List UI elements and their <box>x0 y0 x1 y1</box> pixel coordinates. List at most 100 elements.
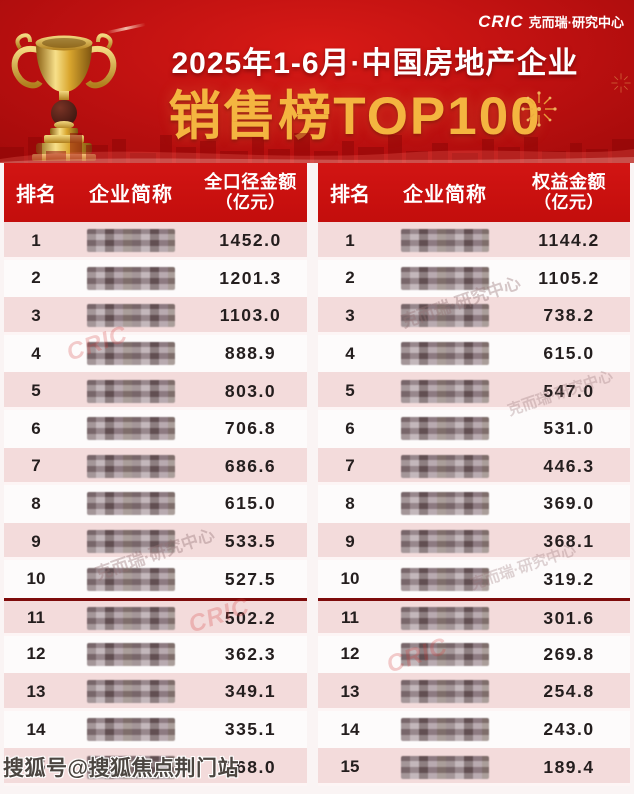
rank-cell: 14 <box>26 719 46 739</box>
amount-cell: 615.0 <box>224 493 277 514</box>
company-name-censored-mosaic <box>87 530 175 554</box>
company-name-censored-mosaic <box>87 606 175 630</box>
rank-cell: 9 <box>31 531 41 551</box>
rank-cell: 3 <box>345 305 355 325</box>
rank-cell: 10 <box>340 569 360 589</box>
table-row: 3 738.2 <box>318 297 630 335</box>
amount-cell: 446.3 <box>543 455 595 476</box>
company-name-cell <box>68 530 194 554</box>
company-name-censored-mosaic <box>401 718 489 742</box>
company-name-cell <box>68 229 194 253</box>
amount-cell: 335.1 <box>224 719 277 740</box>
company-name-cell <box>382 567 508 591</box>
table-full-caliber-amount: 排名 企业简称 全口径金额 （亿元） 1 1452.0 2 1201.3 3 1103.0… <box>4 163 307 786</box>
company-name-censored-mosaic <box>87 755 175 779</box>
column-header-rank: 排名 <box>330 184 370 206</box>
table-row: 9 368.1 <box>318 522 630 561</box>
table-row: 3 1103.0 <box>4 297 307 335</box>
table-row: 6 531.0 <box>318 409 630 448</box>
table-row: 1 1144.2 <box>318 222 630 260</box>
banner-subtitle: 2025年1-6月·中国房地产企业 <box>171 47 579 80</box>
rank-cell: 12 <box>26 644 46 664</box>
amount-cell: 243.0 <box>543 719 595 740</box>
firework-icon <box>611 73 631 93</box>
rank-cell: 15 <box>26 757 46 777</box>
company-name-cell <box>382 530 508 554</box>
rank-cell: 3 <box>31 305 41 325</box>
amount-cell: 527.5 <box>224 568 277 589</box>
company-name-cell <box>382 718 508 742</box>
cric-logo: CRIC 克而瑞·研究中心 <box>478 12 624 32</box>
company-name-cell <box>382 606 508 630</box>
column-header-company: 企业简称 <box>403 184 487 206</box>
rank-cell: 1 <box>345 230 355 250</box>
company-name-cell <box>68 642 194 666</box>
table-row: 13 254.8 <box>318 673 630 711</box>
company-name-cell <box>68 342 194 366</box>
amount-cell: 268.0 <box>224 756 277 777</box>
company-name-censored-mosaic <box>401 680 489 704</box>
table-header-row: 排名 企业简称 权益金额 （亿元） <box>318 163 630 222</box>
table-row: 2 1201.3 <box>4 259 307 298</box>
rank-cell: 14 <box>340 719 360 739</box>
amount-cell: 189.4 <box>543 756 595 777</box>
company-name-censored-mosaic <box>87 304 175 328</box>
column-header-amount-line2: （亿元） <box>534 193 604 213</box>
amount-cell: 803.0 <box>224 380 277 401</box>
table-row: 10 319.2 <box>318 560 630 598</box>
amount-cell: 686.6 <box>224 455 277 476</box>
amount-cell: 615.0 <box>543 343 595 364</box>
page-title: 销售榜TOP100 <box>168 87 542 146</box>
company-name-censored-mosaic <box>87 379 175 403</box>
table-row: 12 362.3 <box>4 635 307 674</box>
rank-cell: 6 <box>31 418 41 438</box>
table-row: 13 349.1 <box>4 673 307 711</box>
table-row: 4 888.9 <box>4 334 307 373</box>
company-name-censored-mosaic <box>401 417 489 441</box>
rank-cell: 15 <box>340 757 360 777</box>
company-name-cell <box>68 454 194 478</box>
rank-cell: 6 <box>345 418 355 438</box>
company-name-censored-mosaic <box>87 417 175 441</box>
company-name-censored-mosaic <box>87 718 175 742</box>
table-row: 7 686.6 <box>4 447 307 486</box>
amount-cell: 1144.2 <box>538 230 600 251</box>
rank-cell: 5 <box>31 381 41 401</box>
company-name-censored-mosaic <box>401 606 489 630</box>
table-header-row: 排名 企业简称 全口径金额 （亿元） <box>4 163 307 222</box>
sohu-credit-watermark: 搜狐号@搜狐焦点荆门站 <box>3 757 239 780</box>
column-header-amount-line1: 全口径金额 <box>204 171 297 192</box>
rank-cell: 13 <box>340 681 360 701</box>
amount-cell: 1452.0 <box>219 230 282 251</box>
amount-cell: 706.8 <box>224 418 277 439</box>
amount-cell: 533.5 <box>224 531 277 552</box>
rank-cell: 1 <box>31 230 41 250</box>
table-equity-amount: 排名 企业简称 权益金额 （亿元） 1 1144.2 2 1105.2 3 738.2 4 6… <box>318 163 630 786</box>
column-header-amount: 权益金额 （亿元） <box>508 172 630 213</box>
table-body: 1 1144.2 2 1105.2 3 738.2 4 615.0 5 547.0 6 531.0 7 4… <box>318 222 630 786</box>
company-name-cell <box>382 454 508 478</box>
rank-cell: 11 <box>341 608 359 628</box>
company-name-cell <box>68 606 194 630</box>
table-row: 1 1452.0 <box>4 222 307 260</box>
firework-icon <box>521 91 557 127</box>
company-name-cell <box>382 642 508 666</box>
company-name-cell <box>68 417 194 441</box>
company-name-cell <box>382 755 508 779</box>
banner: CRIC 克而瑞·研究中心 2025年1-6月·中国房地产企业 销售榜TOP10… <box>0 0 634 163</box>
table-row: 11 301.6 <box>318 597 630 636</box>
company-name-censored-mosaic <box>87 492 175 516</box>
table-row: 6 706.8 <box>4 409 307 448</box>
company-name-cell <box>382 342 508 366</box>
column-header-rank: 排名 <box>16 184 56 206</box>
table-body: 1 1452.0 2 1201.3 3 1103.0 4 888.9 5 803.0 6 706.8 7… <box>4 222 307 786</box>
amount-cell: 531.0 <box>543 418 595 439</box>
company-name-censored-mosaic <box>87 680 175 704</box>
company-name-cell <box>382 492 508 516</box>
amount-cell: 1103.0 <box>219 305 282 326</box>
company-name-cell <box>68 718 194 742</box>
rank-cell: 9 <box>345 531 355 551</box>
company-name-cell <box>68 266 194 290</box>
table-row: 5 547.0 <box>318 372 630 410</box>
column-header-amount: 全口径金额 （亿元） <box>194 172 307 213</box>
